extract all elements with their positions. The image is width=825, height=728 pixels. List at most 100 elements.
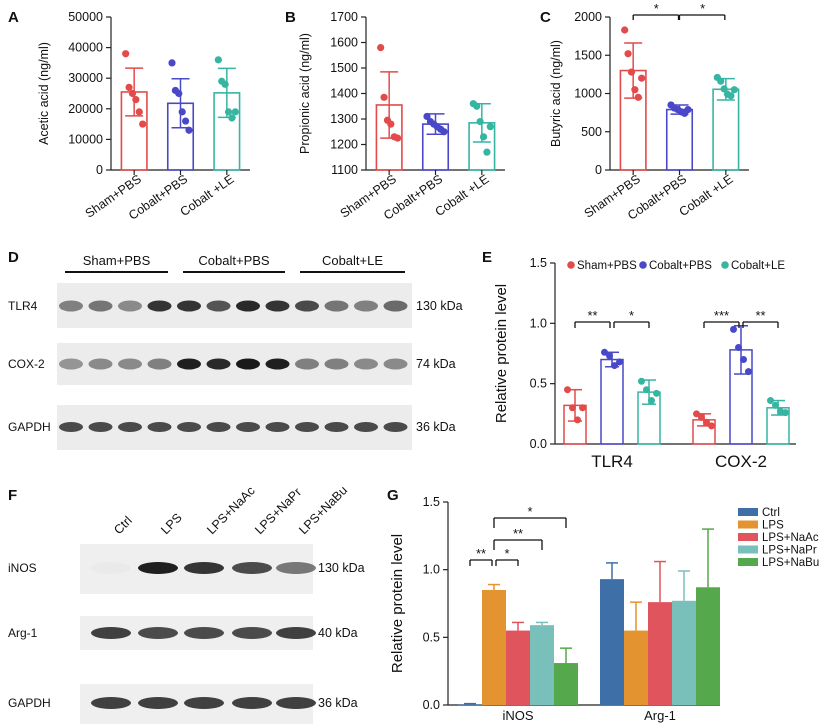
acetic-data-point — [221, 80, 229, 88]
protein-e-y-tick-label: 1.5 — [530, 256, 547, 270]
protein-g-y-axis-title: Relative protein level — [389, 534, 406, 673]
protein-g-bar — [554, 663, 578, 705]
protein-g-significance-label: ** — [476, 546, 486, 561]
acetic-data-point — [178, 108, 186, 116]
protein-g-y-tick-label: 1.0 — [423, 563, 440, 577]
propionic-y-tick-label: 1700 — [330, 10, 358, 24]
blot-band — [324, 422, 349, 432]
protein-g-bar — [696, 587, 720, 705]
blot-band — [184, 627, 224, 639]
legend-swatch — [738, 508, 758, 516]
protein-e-significance-label: * — [629, 308, 634, 323]
blot-row-label: TLR4 — [8, 299, 38, 313]
butyric-data-point — [621, 26, 629, 34]
protein-g-significance-label: ** — [513, 526, 523, 541]
blot-membrane — [57, 343, 412, 385]
blot-band — [91, 562, 131, 574]
blot-band — [88, 300, 113, 312]
protein-g-significance-label: * — [504, 546, 509, 561]
legend-swatch — [738, 545, 758, 554]
protein-e-y-axis-title: Relative protein level — [493, 284, 510, 423]
blot-lane-label: LPS+NaAc — [204, 484, 257, 537]
protein-g-bar — [648, 602, 672, 705]
protein-e-data-point — [648, 397, 655, 405]
blot-band — [177, 422, 201, 432]
protein-e-data-point — [772, 401, 779, 409]
propionic-data-point — [387, 120, 395, 128]
blot-band — [354, 422, 378, 432]
protein-e-data-point — [767, 397, 774, 405]
butyric-significance-label: * — [654, 1, 659, 16]
blot-band — [118, 422, 142, 432]
protein-g-y-tick-label: 0.5 — [423, 630, 440, 644]
butyric-data-point — [638, 74, 646, 82]
protein-e-data-point — [574, 416, 581, 424]
propionic-data-point — [440, 128, 448, 136]
blot-band — [88, 358, 113, 370]
blot-band — [265, 358, 290, 370]
legend-marker — [721, 261, 729, 269]
acetic-data-point — [175, 89, 183, 98]
blot-band — [59, 358, 83, 370]
blot-band — [59, 300, 83, 312]
butyric-data-point — [624, 50, 632, 58]
panel-letter-g: G — [387, 487, 399, 504]
blot-band — [383, 300, 408, 312]
legend-label: LPS+NaPr — [762, 545, 817, 557]
butyric-data-point — [634, 93, 642, 101]
blot-membrane — [57, 405, 412, 450]
blot-band — [91, 697, 131, 709]
acetic-data-point — [168, 59, 176, 67]
protein-g-significance-label: * — [527, 504, 532, 519]
protein-g-category-label: iNOS — [502, 708, 533, 723]
blot-band — [118, 300, 142, 312]
blot-lane-label: LPS+NaPr — [252, 485, 304, 537]
panel-letter-d: D — [8, 249, 19, 266]
protein-e-data-point — [569, 404, 576, 412]
protein-g-bar — [624, 630, 648, 705]
protein-g-y-tick-label: 0.0 — [423, 698, 440, 712]
legend-label: Cobalt+LE — [731, 260, 785, 272]
propionic-y-tick-label: 1300 — [330, 112, 358, 126]
blot-band — [177, 300, 201, 312]
protein-e-significance-label: ** — [755, 308, 765, 323]
protein-e-data-point — [698, 413, 705, 421]
panel-letter-e: E — [482, 249, 492, 266]
butyric-y-tick-label: 0 — [595, 163, 602, 177]
blot-row-label: GAPDH — [8, 696, 51, 710]
blot-band — [383, 422, 408, 432]
acetic-y-axis-title: Acetic acid (ng/ml) — [37, 42, 51, 145]
blot-band — [383, 358, 408, 370]
protein-e-data-point — [782, 409, 789, 417]
blot-band — [177, 358, 201, 370]
protein-g-bar — [672, 600, 696, 705]
blot-kda-label: 36 kDa — [416, 420, 456, 434]
propionic-y-tick-label: 1200 — [330, 138, 358, 152]
legend-swatch — [738, 520, 758, 529]
western-blot-d: Sham+PBS Cobalt+PBS Cobalt+LE TLR4 130 kDa CO… — [8, 253, 463, 450]
panel-letter-f: F — [8, 487, 17, 504]
blot-band — [147, 358, 172, 370]
blot-band — [276, 697, 316, 709]
butyric-y-tick-label: 2000 — [574, 10, 602, 24]
blot-band — [147, 300, 172, 312]
acetic-data-point — [135, 108, 143, 116]
butyric-y-axis-title: Butyric acid (ng/ml) — [549, 40, 563, 147]
protein-e-data-point — [703, 418, 710, 426]
protein-e-y-tick-label: 0.5 — [530, 377, 547, 391]
blot-band — [354, 358, 378, 370]
propionic-data-point — [486, 123, 494, 131]
blot-group-label: Cobalt+LE — [322, 253, 383, 268]
protein-e-data-point — [579, 404, 586, 412]
blot-band — [88, 422, 113, 432]
protein-e-data-point — [564, 386, 571, 394]
butyric-bar — [712, 88, 740, 171]
blot-band — [232, 627, 272, 639]
protein-g-bar — [458, 704, 482, 706]
propionic-y-tick-label: 1400 — [330, 87, 358, 101]
propionic-data-point — [423, 112, 431, 121]
blot-band — [265, 300, 290, 312]
legend-marker — [567, 261, 575, 269]
